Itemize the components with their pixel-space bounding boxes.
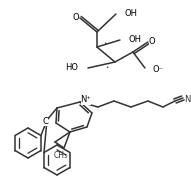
Text: C: C [42, 116, 48, 126]
Text: O: O [149, 37, 155, 46]
Text: O: O [73, 13, 79, 23]
Text: N: N [184, 94, 190, 104]
Text: O⁻: O⁻ [153, 66, 164, 74]
Text: HO: HO [65, 64, 78, 72]
Text: •: • [105, 64, 109, 70]
Text: OH: OH [125, 9, 138, 17]
Text: N⁺: N⁺ [81, 96, 91, 104]
Text: OH: OH [129, 35, 142, 43]
Text: •: • [103, 41, 107, 46]
Text: CH₃: CH₃ [54, 151, 68, 159]
